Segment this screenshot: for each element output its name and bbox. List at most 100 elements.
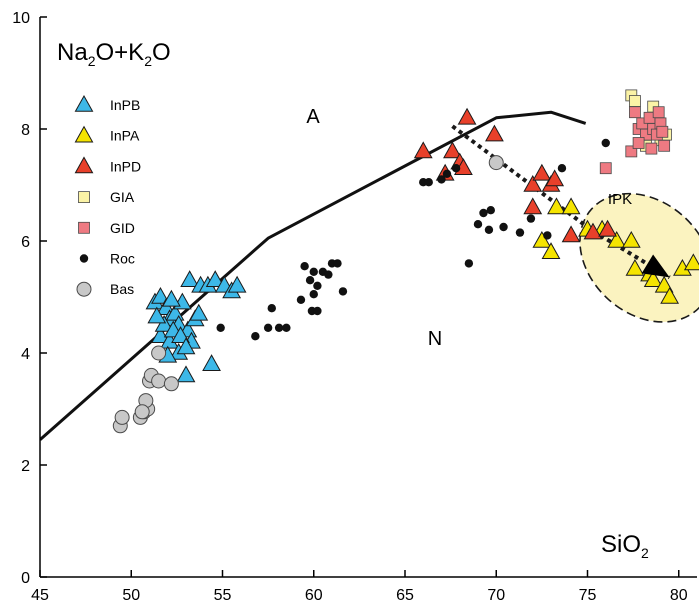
legend-label: InPA: [110, 128, 140, 144]
point-inpa: [561, 197, 581, 215]
x-tick-label: 50: [122, 587, 140, 604]
legend-marker-gia: [78, 191, 90, 204]
legend-marker-inpb: [74, 94, 94, 112]
legend-label: InPB: [110, 97, 140, 113]
point-inpb: [205, 270, 225, 287]
point-bas: [151, 345, 167, 361]
y-tick-label: 0: [21, 570, 30, 587]
point-inpa: [654, 275, 674, 293]
point-roc: [296, 295, 306, 304]
y-tick-label: 2: [21, 458, 30, 475]
legend-item-inpb: InPB: [74, 94, 140, 113]
point-roc: [338, 287, 348, 296]
point-inpd: [583, 222, 603, 240]
ipk-ellipse: [579, 192, 699, 323]
point-roc: [437, 175, 446, 184]
point-inpb: [154, 314, 174, 332]
point-roc: [274, 323, 284, 332]
point-roc: [282, 323, 291, 332]
point-roc: [601, 138, 610, 148]
point-inpd: [523, 197, 543, 215]
point-inpb: [176, 365, 196, 383]
point-roc: [305, 276, 315, 285]
chart-annotations: A N IPK Na2O+K2O SiO2: [57, 39, 649, 561]
legend-label: GIA: [110, 189, 135, 205]
point-inpa: [660, 286, 680, 304]
point-roc: [251, 332, 260, 341]
x-tick-label: 80: [670, 587, 688, 604]
point-roc: [324, 270, 333, 279]
point-roc: [543, 231, 552, 240]
series-inpb: [145, 270, 247, 383]
trend-arrowhead: [641, 254, 670, 278]
point-inpb: [202, 354, 221, 371]
point-inpa: [625, 258, 645, 276]
point-inpa: [683, 253, 699, 271]
point-bas: [163, 376, 179, 392]
y-tick-label: 8: [21, 122, 30, 139]
point-inpa: [607, 230, 627, 248]
point-bas: [488, 155, 504, 171]
point-inpa: [532, 230, 552, 248]
point-roc: [484, 225, 494, 234]
point-inpd: [545, 169, 565, 187]
x-axis-title: SiO2: [601, 531, 649, 561]
legend-label: Roc: [110, 251, 135, 267]
legend-label: Bas: [110, 281, 134, 297]
ipk-field: [579, 192, 699, 323]
point-gid: [656, 125, 669, 138]
x-tick-label: 55: [214, 587, 232, 604]
point-roc: [267, 304, 276, 313]
point-inpd: [561, 225, 581, 243]
point-inpb: [176, 337, 196, 355]
point-gid: [599, 162, 612, 175]
legend-marker-bas: [76, 281, 92, 297]
x-tick-label: 70: [487, 587, 505, 604]
region-label-n: N: [428, 328, 442, 350]
y-axis-title: Na2O+K2O: [57, 39, 171, 69]
alkaline-boundary-line: [40, 110, 587, 441]
chart-axes: [39, 16, 697, 578]
point-inpd: [598, 219, 617, 237]
point-gid: [625, 145, 638, 158]
point-inpa: [643, 270, 663, 287]
point-inpb: [189, 303, 209, 321]
point-bas: [151, 373, 167, 389]
point-inpb: [147, 306, 167, 324]
legend-label: InPD: [110, 158, 141, 174]
x-tick-label: 75: [579, 587, 597, 604]
series-gid: [599, 106, 671, 175]
point-gid: [629, 106, 641, 119]
point-gid: [658, 139, 671, 152]
point-roc: [309, 267, 318, 276]
point-roc: [442, 169, 452, 178]
point-inpd: [523, 174, 543, 192]
series-bas: [112, 155, 504, 434]
point-inpd: [457, 107, 477, 125]
point-gid: [645, 142, 658, 155]
point-roc: [216, 323, 225, 332]
point-roc: [486, 206, 495, 215]
legend-item-roc: Roc: [79, 251, 135, 267]
y-tick-label: 4: [21, 346, 30, 363]
point-roc: [464, 259, 474, 268]
point-inpb: [227, 275, 247, 293]
region-label-a: A: [306, 106, 320, 128]
ipk-label: IPK: [608, 191, 632, 208]
point-inpa: [621, 230, 641, 248]
tick-labels: 45 50 55 60 65 70 75 80 0 2 4 6 8 10: [12, 10, 688, 604]
legend-marker-gid: [78, 221, 90, 234]
point-roc: [499, 222, 508, 232]
point-roc: [424, 178, 433, 187]
point-inpb: [171, 326, 190, 343]
point-gid: [632, 137, 645, 149]
point-inpd: [532, 163, 552, 181]
series-roc: [216, 138, 610, 341]
point-gia: [629, 95, 641, 107]
legend-marker-inpa: [74, 125, 94, 143]
point-gid: [652, 106, 665, 119]
point-inpb: [161, 289, 181, 307]
point-roc: [557, 164, 567, 173]
point-inpd: [485, 124, 504, 142]
point-roc: [473, 220, 483, 229]
